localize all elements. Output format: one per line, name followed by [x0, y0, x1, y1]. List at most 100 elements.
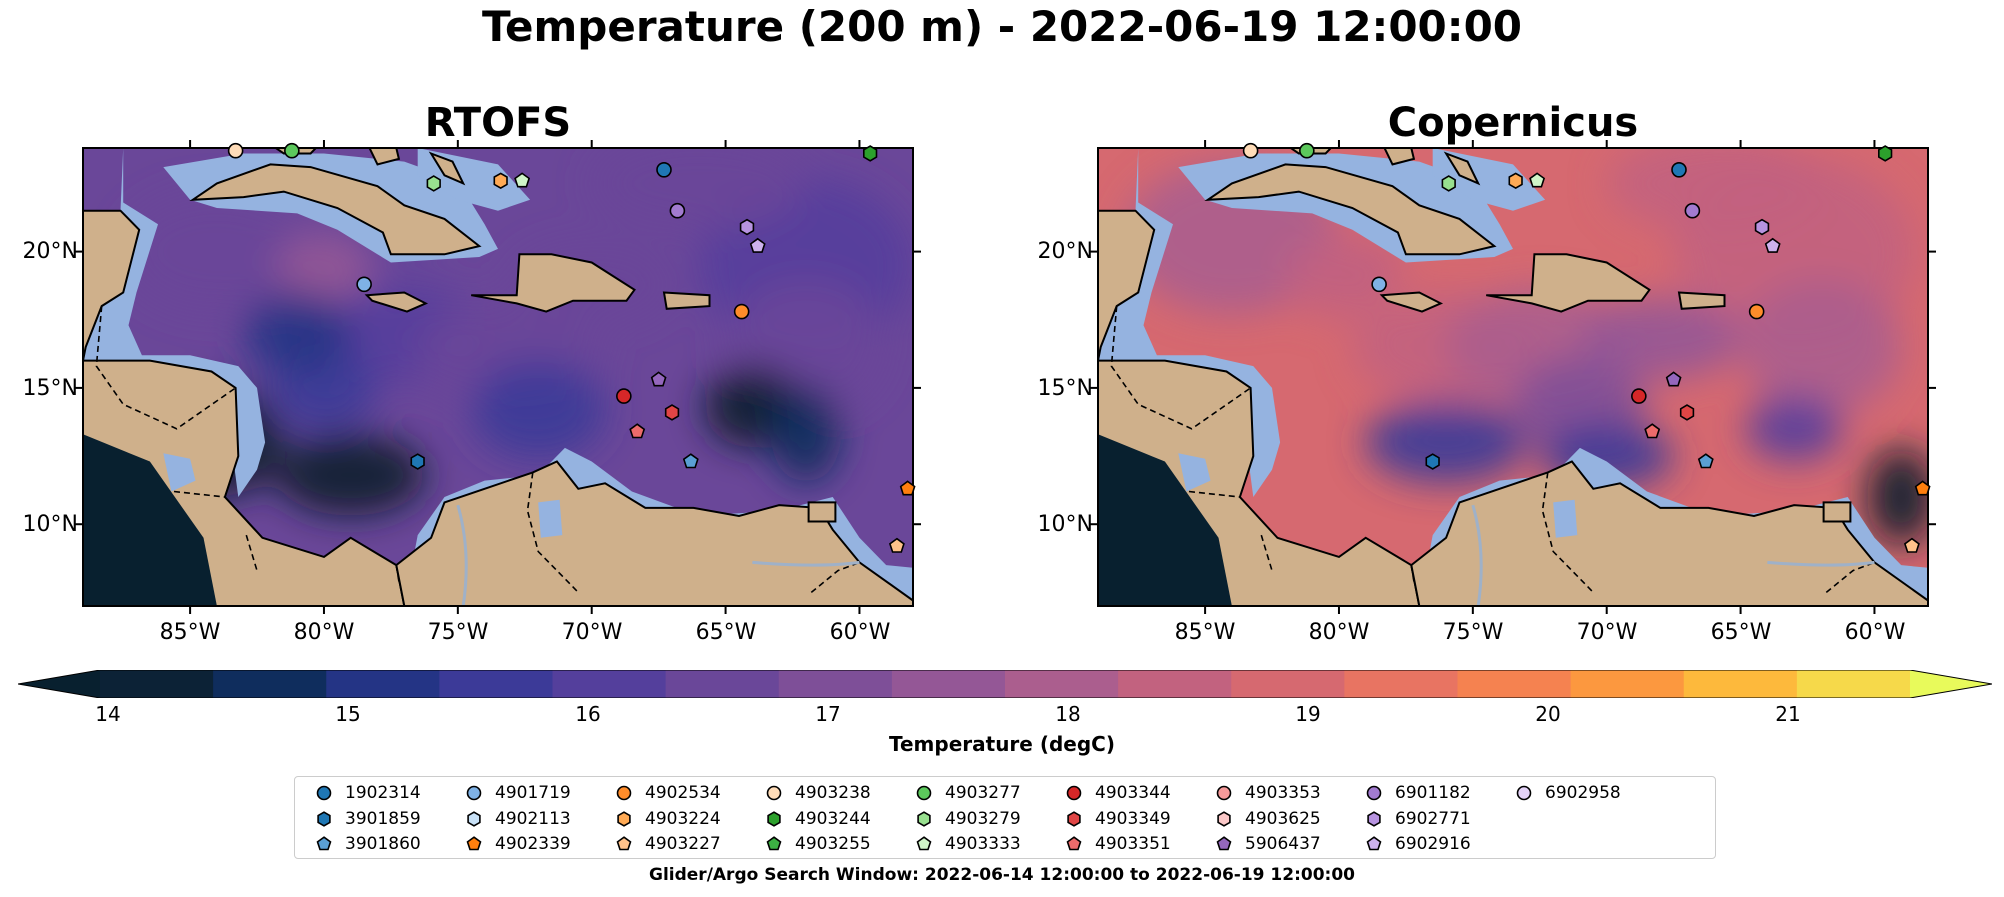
legend-marker-pentagon-icon: [1066, 836, 1082, 851]
copernicus-obs-4903244-marker: [1878, 145, 1893, 162]
legend-caption: Glider/Argo Search Window: 2022-06-14 12…: [649, 865, 1355, 885]
rtofs-obs-4902534-marker: [733, 303, 750, 320]
legend-marker-shape: [916, 785, 932, 801]
colorbar-tick-15: 15: [335, 702, 361, 726]
copernicus-obs-6902771-marker: [1754, 218, 1770, 236]
colorbar-segment: [1796, 670, 1911, 698]
lon-label-70w-right: 70°W: [1576, 620, 1638, 645]
legend-marker-shape: [466, 836, 482, 851]
legend-marker-shape: [916, 836, 932, 851]
colorbar-tick-19: 19: [1295, 702, 1321, 726]
copernicus-obs-4903224-marker: [1508, 172, 1523, 190]
legend-marker-hexagon-icon: [1217, 811, 1231, 827]
legend-marker-shape: [317, 811, 331, 827]
lon-label-85w-left: 85°W: [159, 620, 221, 645]
colorbar-segment: [778, 670, 893, 698]
copernicus-land-bahamas2: [1443, 151, 1481, 186]
copernicus-land-hispaniola: [1486, 253, 1651, 313]
rtofs-obs-4903224-marker: [493, 172, 508, 190]
rtofs-land-cuba: [189, 163, 482, 256]
rtofs-obs-4903333-marker: [514, 172, 531, 188]
colorbar-segment: [1005, 670, 1119, 698]
legend: 1902314 3901859 3901860 4901719 4902113 49023…: [294, 776, 1716, 859]
rtofs-obs-3901860-marker: [682, 453, 699, 469]
copernicus-obs-4901719-marker: [1371, 276, 1387, 293]
legend-label: 6902771: [1395, 809, 1471, 829]
copernicus-land-bahamas1: [1383, 148, 1416, 166]
legend-marker-hexagon-icon: [467, 811, 481, 827]
copernicus-obs-4903277-marker: [1299, 142, 1315, 159]
colorbar-segment: [1118, 670, 1232, 698]
legend-label: 4901719: [495, 783, 571, 803]
colorbar-svg: [17, 669, 1993, 699]
legend-marker-shape: [917, 811, 931, 827]
legend-label: 6901182: [1395, 783, 1471, 803]
legend-marker-pentagon-icon: [916, 836, 932, 851]
colorbar-tick-14: 14: [95, 702, 121, 726]
legend-label: 4903353: [1245, 783, 1321, 803]
copernicus-land-trinidad: [1822, 501, 1852, 523]
lon-label-60w-right: 60°W: [1844, 620, 1906, 645]
rtofs-land-jamaica: [364, 291, 429, 313]
colorbar-segment: [891, 670, 1006, 698]
legend-marker-shape: [1216, 836, 1232, 851]
panel-title-rtofs: RTOFS: [424, 100, 572, 146]
colorbar-tick-16: 16: [575, 702, 601, 726]
legend-marker-circle-icon: [316, 785, 332, 801]
legend-marker-shape: [1217, 811, 1231, 827]
copernicus-obs-4903351-marker: [1644, 423, 1661, 439]
rtofs-obs-4903351-marker: [629, 423, 646, 439]
legend-label: 4903625: [1245, 809, 1321, 829]
colorbar-tick-21: 21: [1775, 702, 1801, 726]
copernicus-obs-5906437-marker: [1665, 371, 1682, 387]
legend-marker-pentagon-icon: [466, 836, 482, 851]
legend-marker-hexagon-icon: [617, 811, 631, 827]
colorbar-segment: [326, 670, 440, 698]
legend-label: 4903344: [1095, 783, 1171, 803]
legend-marker-shape: [1366, 836, 1382, 851]
legend-marker-shape: [1367, 811, 1381, 827]
legend-marker-hexagon-icon: [317, 811, 331, 827]
lat-label-15n-left: 15°N: [22, 376, 78, 401]
legend-marker-pentagon-icon: [616, 836, 632, 851]
legend-marker-hexagon-icon: [1067, 811, 1081, 827]
legend-label: 4902113: [495, 809, 571, 829]
colorbar-segment: [552, 670, 667, 698]
colorbar-segment: [213, 670, 327, 698]
legend-marker-pentagon-icon: [1216, 836, 1232, 851]
rtofs-map-svg: [75, 140, 921, 614]
legend-label: 6902958: [1545, 783, 1621, 803]
map-rtofs: [75, 140, 921, 614]
lon-label-75w-left: 75°W: [427, 620, 489, 645]
rtofs-land-bahamas1: [368, 148, 401, 166]
legend-marker-pentagon-icon: [766, 836, 782, 851]
legend-marker-hexagon-icon: [1367, 811, 1381, 827]
legend-label: 3901860: [345, 834, 421, 854]
legend-marker-shape: [1066, 836, 1082, 851]
figure-title: Temperature (200 m) - 2022-06-19 12:00:0…: [481, 2, 1523, 51]
lon-label-75w-right: 75°W: [1442, 620, 1504, 645]
colorbar-tick-20: 20: [1535, 702, 1561, 726]
rtofs-obs-6902771-marker: [739, 218, 755, 236]
copernicus-obs-4903227-marker: [1903, 537, 1920, 553]
legend-label: 4903255: [795, 834, 871, 854]
colorbar-segment: [1683, 670, 1798, 698]
legend-marker-shape: [466, 785, 482, 801]
lat-label-20n-left: 20°N: [22, 239, 78, 264]
legend-marker-shape: [1366, 785, 1382, 801]
lat-label-10n-left: 10°N: [22, 512, 78, 537]
legend-label: 4903351: [1095, 834, 1171, 854]
lat-label-10n-right: 10°N: [1037, 512, 1093, 537]
legend-label: 6902916: [1395, 834, 1471, 854]
legend-label: 4903238: [795, 783, 871, 803]
map-copernicus: [1090, 140, 1936, 614]
colorbar-segment: [439, 670, 554, 698]
lon-label-60w-left: 60°W: [829, 620, 891, 645]
legend-label: 4903277: [945, 783, 1021, 803]
colorbar-segment: [1457, 670, 1572, 698]
rtofs-land-southAmerica: [395, 460, 913, 606]
legend-marker-shape: [467, 811, 481, 827]
legend-label: 3901859: [345, 809, 421, 829]
colorbar-segment: [1344, 670, 1459, 698]
copernicus-obs-4903279-marker: [1441, 175, 1456, 192]
